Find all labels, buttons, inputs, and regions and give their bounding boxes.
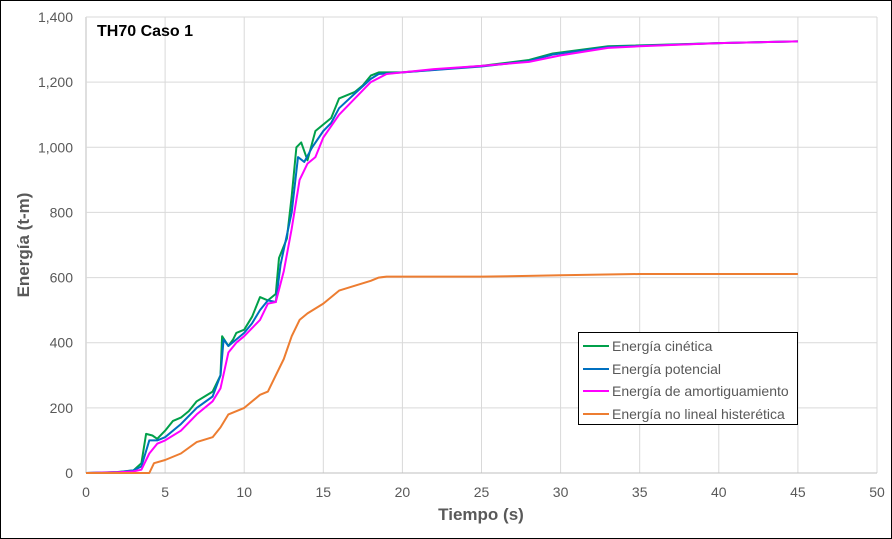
legend-swatch: [583, 367, 609, 370]
x-tick-label: 25: [474, 484, 490, 500]
legend: Energía cinética Energía potencial Energ…: [578, 332, 798, 425]
legend-item: Energía cinética: [583, 335, 797, 358]
y-tick-label: 200: [50, 400, 74, 416]
legend-label: Energía de amortiguamiento: [612, 383, 789, 400]
y-tick-label: 800: [50, 204, 74, 220]
y-tick-label: 400: [50, 335, 74, 351]
legend-label: Energía no lineal histerética: [612, 405, 785, 422]
chart-title: TH70 Caso 1: [97, 23, 194, 40]
series-line-2: [85, 40, 798, 474]
x-tick-label: 35: [632, 484, 648, 500]
y-tick-label: 1,000: [38, 139, 73, 155]
x-tick-label: 10: [236, 484, 252, 500]
legend-item: Energía no lineal histerética: [583, 403, 797, 426]
y-tick-label: 1,200: [38, 74, 73, 90]
y-tick-label: 0: [65, 465, 73, 481]
x-tick-label: 45: [790, 484, 806, 500]
x-tick-label: 20: [395, 484, 411, 500]
legend-label: Energía cinética: [612, 338, 713, 355]
x-axis-title: Tiempo (s): [438, 505, 524, 524]
legend-swatch: [583, 412, 609, 415]
x-tick-label: 50: [869, 484, 885, 500]
legend-item: Energía de amortiguamiento: [583, 380, 797, 403]
x-tick-label: 30: [553, 484, 569, 500]
x-tick-label: 0: [82, 484, 90, 500]
x-tick-label: 5: [161, 484, 169, 500]
legend-item: Energía potencial: [583, 358, 797, 381]
y-tick-label: 600: [50, 270, 74, 286]
legend-swatch: [583, 390, 609, 393]
y-tick-label: 1,400: [38, 9, 73, 25]
x-tick-label: 40: [711, 484, 727, 500]
y-axis-title: Energía (t-m): [14, 193, 33, 298]
x-tick-label: 15: [316, 484, 332, 500]
legend-label: Energía potencial: [612, 360, 721, 377]
legend-swatch: [583, 345, 609, 348]
series-line-3: [86, 273, 798, 474]
